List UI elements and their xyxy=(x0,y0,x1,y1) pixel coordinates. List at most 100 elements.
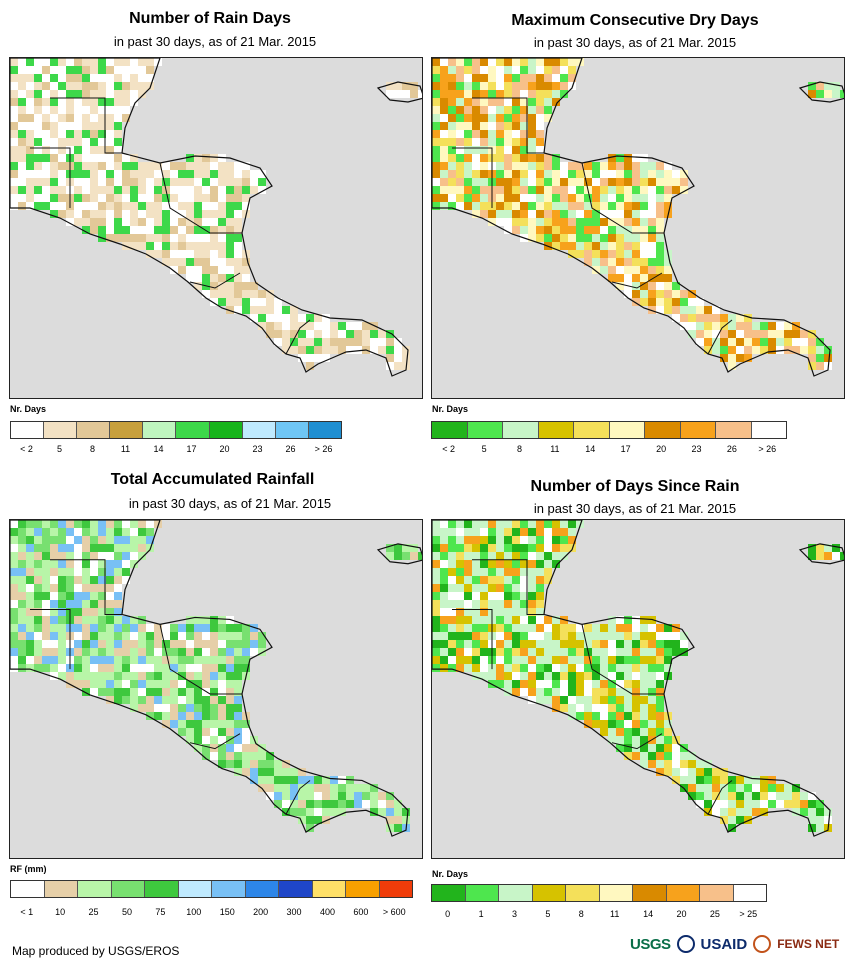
legend-swatch xyxy=(178,881,212,897)
legend-label: 25 xyxy=(709,909,720,919)
legend-label: 14 xyxy=(585,444,596,454)
legend-swatch xyxy=(11,422,45,438)
legend-swatch xyxy=(78,881,112,897)
legend-labels: < 2 5 8 11 14 17 20 23 26 > 26 xyxy=(10,444,340,456)
panel-dry-days: Maximum Consecutive Dry Days in past 30 … xyxy=(425,0,845,460)
legend-swatch xyxy=(733,885,766,901)
legend-labels: 0 1 3 5 8 11 14 20 25 > 25 xyxy=(431,909,765,921)
legend-label: 300 xyxy=(286,907,302,917)
legend-swatch xyxy=(308,422,341,438)
legend-label: 8 xyxy=(89,444,96,454)
legend-swatch xyxy=(346,881,380,897)
legend-swatch xyxy=(538,422,574,438)
map-dry-days[interactable] xyxy=(431,57,845,399)
legend-label: 200 xyxy=(253,907,269,917)
usaid-logo: USAID xyxy=(700,935,748,953)
legend-swatch xyxy=(700,885,734,901)
legend-swatch xyxy=(566,885,600,901)
legend-labels: < 2 5 8 11 14 17 20 23 26 > 26 xyxy=(431,444,785,456)
legend-label: 75 xyxy=(155,907,166,917)
legend-label: 23 xyxy=(691,444,702,454)
legend-swatch xyxy=(432,422,468,438)
legend-swatch xyxy=(145,881,179,897)
map-days-since-rain[interactable] xyxy=(431,519,845,859)
legend-swatch xyxy=(77,422,111,438)
legend-label: < 2 xyxy=(442,444,456,454)
legend-swatch xyxy=(242,422,276,438)
legend-swatch xyxy=(609,422,645,438)
credit-text: Map produced by USGS/EROS xyxy=(12,944,180,958)
legend-label: 20 xyxy=(219,444,230,454)
legend-bar xyxy=(10,421,342,439)
map-accumulated-rainfall[interactable] xyxy=(9,519,423,859)
legend-label: 26 xyxy=(726,444,737,454)
fews-net-icon xyxy=(753,935,772,953)
legend-swatch xyxy=(110,422,144,438)
legend-swatch xyxy=(666,885,700,901)
legend-swatch xyxy=(645,422,681,438)
panel-subtitle: in past 30 days, as of 21 Mar. 2015 xyxy=(533,35,737,50)
map-rain-days[interactable] xyxy=(9,57,423,399)
panel-title: Number of Days Since Rain xyxy=(530,478,740,495)
legend-swatch xyxy=(176,422,210,438)
legend-label: 11 xyxy=(610,909,620,919)
legend-swatch xyxy=(751,422,786,438)
legend-label: 8 xyxy=(578,909,584,919)
legend-label: 20 xyxy=(676,909,687,919)
panel-title: Number of Rain Days xyxy=(129,10,291,27)
legend-swatch xyxy=(499,885,533,901)
legend-swatch xyxy=(503,422,539,438)
legend-label: 26 xyxy=(285,444,296,454)
legend-label: 600 xyxy=(353,907,369,917)
legend-label: 14 xyxy=(153,444,164,454)
legend-label: 23 xyxy=(252,444,263,454)
legend-swatch xyxy=(574,422,610,438)
legend-swatch xyxy=(599,885,633,901)
legend-label: 10 xyxy=(55,907,66,917)
legend-swatch xyxy=(44,422,78,438)
legend-label: 100 xyxy=(186,907,202,917)
legend-label: 8 xyxy=(516,444,523,454)
legend-label: 17 xyxy=(620,444,631,454)
legend-swatch xyxy=(716,422,752,438)
legend-swatch xyxy=(275,422,309,438)
legend-swatch xyxy=(143,422,177,438)
legend-swatch xyxy=(11,881,45,897)
legend-units: Nr. Days xyxy=(10,404,47,414)
legend-swatch xyxy=(312,881,346,897)
legend-label: 14 xyxy=(643,909,654,919)
legend-swatch xyxy=(465,885,499,901)
legend-label: 11 xyxy=(550,444,560,454)
legend-swatch xyxy=(532,885,566,901)
legend-label: > 26 xyxy=(314,444,333,454)
legend-label: 11 xyxy=(120,444,131,454)
legend-label: < 2 xyxy=(20,444,33,454)
legend-swatch xyxy=(379,881,412,897)
legend-label: < 1 xyxy=(20,907,34,917)
legend-label: 5 xyxy=(545,909,551,919)
legend-swatch xyxy=(111,881,145,897)
legend-label: 25 xyxy=(88,907,99,917)
panel-rain-days: Number of Rain Days in past 30 days, as … xyxy=(0,0,423,460)
legend-label: > 26 xyxy=(758,444,777,454)
legend-bar xyxy=(431,884,767,902)
legend-swatch xyxy=(633,885,667,901)
legend-units: Nr. Days xyxy=(432,404,469,414)
legend-label: 17 xyxy=(186,444,197,454)
fews-net-logo: FEWS NET xyxy=(777,937,840,951)
legend-label: 5 xyxy=(56,444,63,454)
legend-label: > 25 xyxy=(739,909,758,919)
legend-swatch xyxy=(209,422,243,438)
legend-swatch xyxy=(279,881,313,897)
legend-label: 150 xyxy=(219,907,235,917)
legend-label: 3 xyxy=(511,909,518,919)
usaid-seal-icon xyxy=(676,935,695,953)
legend-swatch xyxy=(432,885,466,901)
legend-labels: < 1 10 25 50 75 100 150 200 300 400 600 > 600 xyxy=(10,907,411,919)
legend-swatch xyxy=(245,881,279,897)
legend-swatch xyxy=(212,881,246,897)
legend-units: Nr. Days xyxy=(432,869,469,879)
panel-title: Total Accumulated Rainfall xyxy=(110,471,315,488)
legend-label: 0 xyxy=(445,909,451,919)
legend-label: > 600 xyxy=(382,907,406,917)
